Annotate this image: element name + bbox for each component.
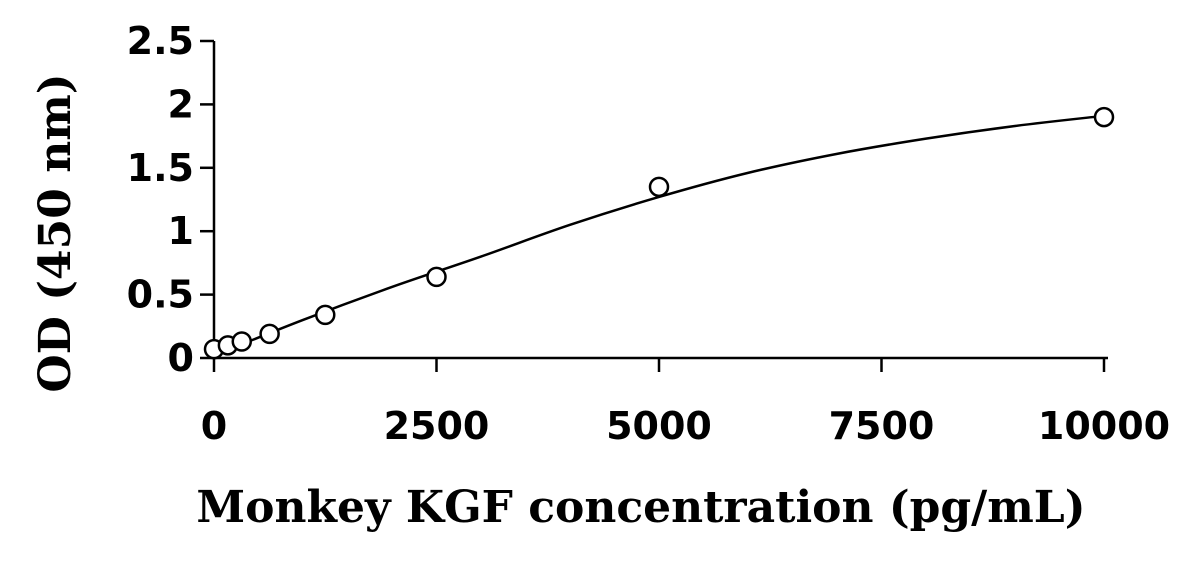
data-point [315,304,336,326]
y-tick-label: 1 [168,209,194,253]
axes [212,41,1108,360]
data-point [426,266,447,288]
x-tick-label: 7500 [829,404,935,448]
y-axis-title: OD (450 nm) [30,73,81,392]
x-axis-title: Monkey KGF concentration (pg/mL) [196,482,1085,533]
y-tick-label: 0 [168,336,194,380]
x-tick-label: 2500 [384,404,490,448]
y-tick-label: 1.5 [127,146,194,190]
x-tick-label: 10000 [1038,404,1170,448]
x-ticks: 0 2500 5000 7500 10000 [201,358,1170,448]
y-tick-label: 2 [168,82,194,126]
fit-curve [213,114,1105,357]
y-tick-label: 2.5 [127,19,194,63]
data-point [1093,106,1115,128]
data-point [231,331,253,352]
data-point [259,323,280,345]
data-points [203,106,1115,360]
data-point [648,176,670,198]
y-tick-label: 0.5 [127,273,194,317]
y-ticks: 0 0.5 1 1.5 2 2.5 [127,19,214,380]
x-tick-label: 0 [201,404,227,448]
x-tick-label: 5000 [606,404,712,448]
